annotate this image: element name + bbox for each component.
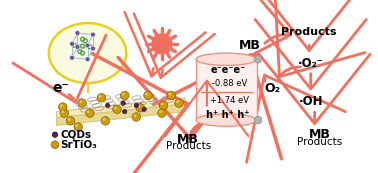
Text: e⁻: e⁻ [53,81,70,95]
Polygon shape [57,104,185,125]
Circle shape [87,110,90,113]
Circle shape [70,55,74,60]
Circle shape [85,109,94,117]
Circle shape [254,55,262,63]
Circle shape [176,100,179,103]
Circle shape [138,105,140,108]
Circle shape [121,91,129,100]
Circle shape [133,114,136,117]
Text: O₂: O₂ [264,82,280,95]
Circle shape [59,103,67,111]
Circle shape [122,93,125,95]
Circle shape [105,103,110,108]
Circle shape [136,103,144,112]
Circle shape [152,34,172,54]
Circle shape [102,118,105,121]
Circle shape [159,110,162,113]
Text: e⁻e⁻e⁻: e⁻e⁻e⁻ [210,65,245,75]
Circle shape [74,123,82,131]
Circle shape [79,100,82,103]
Text: ·OH: ·OH [299,95,323,108]
Circle shape [175,99,183,107]
Circle shape [169,93,171,95]
Text: h⁺ h⁺ h⁺: h⁺ h⁺ h⁺ [206,110,249,120]
Text: +1.74 eV: +1.74 eV [210,96,249,105]
Circle shape [144,91,152,100]
Circle shape [51,141,59,149]
Circle shape [90,32,96,37]
Circle shape [62,110,64,113]
Circle shape [85,57,90,62]
Circle shape [85,43,90,48]
Circle shape [75,31,80,35]
Circle shape [254,116,262,124]
Circle shape [145,93,148,95]
Circle shape [60,104,63,107]
Circle shape [114,107,117,109]
Circle shape [121,101,125,105]
Circle shape [70,41,74,46]
Circle shape [132,113,141,121]
Circle shape [134,103,139,108]
Circle shape [101,117,110,125]
Circle shape [99,95,102,98]
Text: Products: Products [297,137,343,147]
Circle shape [113,105,121,113]
Circle shape [142,107,146,111]
Text: MB: MB [309,128,331,141]
Text: Products: Products [166,141,211,151]
Circle shape [78,99,87,107]
Circle shape [75,44,80,49]
Circle shape [68,118,71,121]
Circle shape [158,109,166,117]
Polygon shape [57,98,185,118]
Text: ·O₂⁻: ·O₂⁻ [298,57,324,70]
Ellipse shape [196,114,257,126]
Circle shape [90,46,96,51]
Ellipse shape [196,53,257,65]
Circle shape [167,91,175,100]
Circle shape [76,124,78,127]
Circle shape [122,110,127,114]
Circle shape [60,109,68,117]
FancyBboxPatch shape [196,59,257,120]
Circle shape [66,117,75,125]
Text: MB: MB [177,133,199,146]
Text: -0.88 eV: -0.88 eV [212,79,247,88]
Circle shape [159,101,168,110]
Text: SrTiO₃: SrTiO₃ [60,140,97,150]
Circle shape [52,132,58,137]
Circle shape [161,103,164,106]
Ellipse shape [49,23,126,83]
Text: MB: MB [239,39,261,52]
Circle shape [97,94,106,102]
Text: Products: Products [282,26,337,37]
Text: CQDs: CQDs [60,130,91,140]
